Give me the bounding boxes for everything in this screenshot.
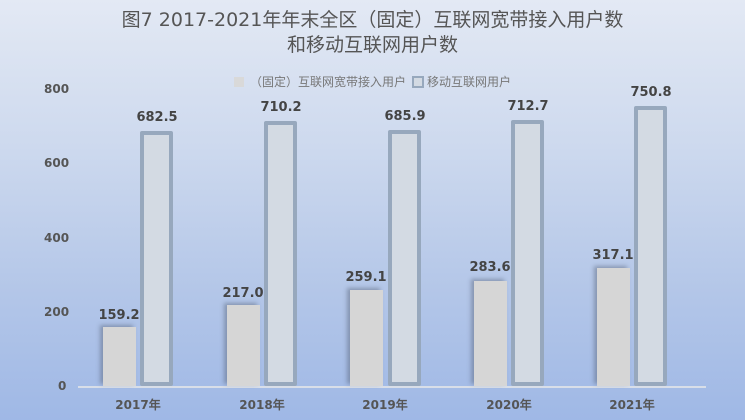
value-label-mobile-2021: 750.8 (630, 85, 672, 100)
legend-label-fixed: （固定）互联网宽带接入用户 (249, 75, 406, 89)
x-axis-line (78, 386, 706, 388)
value-label-fixed-2019: 259.1 (345, 270, 387, 285)
y-tick-200: 200 (44, 305, 70, 319)
bar-mobile-2020 (511, 120, 544, 386)
chart-title-line-2: 和移动互联网用户数 (286, 34, 458, 56)
bar-fixed-2021 (597, 268, 630, 386)
value-label-mobile-2018: 710.2 (260, 100, 302, 115)
x-label-2019: 2019年 (362, 398, 408, 412)
value-label-mobile-2017: 682.5 (136, 110, 178, 125)
bar-fixed-2019 (350, 290, 383, 386)
x-label-2018: 2018年 (239, 398, 285, 412)
x-label-2017: 2017年 (115, 398, 161, 412)
y-tick-0: 0 (58, 379, 67, 393)
legend-label-mobile: 移动互联网用户 (427, 75, 512, 89)
chart-title: 图7 2017-2021年年末全区（固定）互联网宽带接入用户数 和移动互联网用户… (0, 8, 745, 58)
value-label-mobile-2019: 685.9 (384, 109, 426, 124)
bar-fixed-2017 (103, 327, 136, 386)
y-tick-400: 400 (44, 231, 70, 245)
bar-mobile-2019 (388, 130, 421, 386)
value-label-mobile-2020: 712.7 (507, 99, 549, 114)
chart-legend: （固定）互联网宽带接入用户 移动互联网用户 (0, 73, 745, 90)
value-label-fixed-2021: 317.1 (592, 248, 634, 263)
bar-mobile-2021 (634, 106, 667, 386)
value-label-fixed-2018: 217.0 (222, 286, 264, 301)
chart-title-line-1: 图7 2017-2021年年末全区（固定）互联网宽带接入用户数 (121, 9, 624, 31)
legend-swatch-mobile-icon (412, 75, 424, 88)
y-tick-600: 600 (44, 156, 70, 170)
x-label-2020: 2020年 (486, 398, 532, 412)
bar-fixed-2020 (474, 281, 507, 386)
value-label-fixed-2017: 159.2 (98, 308, 140, 323)
bar-mobile-2017 (140, 131, 173, 386)
bar-fixed-2018 (227, 305, 260, 386)
y-tick-800: 800 (44, 82, 70, 96)
x-label-2021: 2021年 (609, 398, 655, 412)
legend-swatch-fixed-icon (233, 76, 244, 87)
bar-mobile-2018 (264, 121, 297, 386)
value-label-fixed-2020: 283.6 (469, 260, 511, 275)
